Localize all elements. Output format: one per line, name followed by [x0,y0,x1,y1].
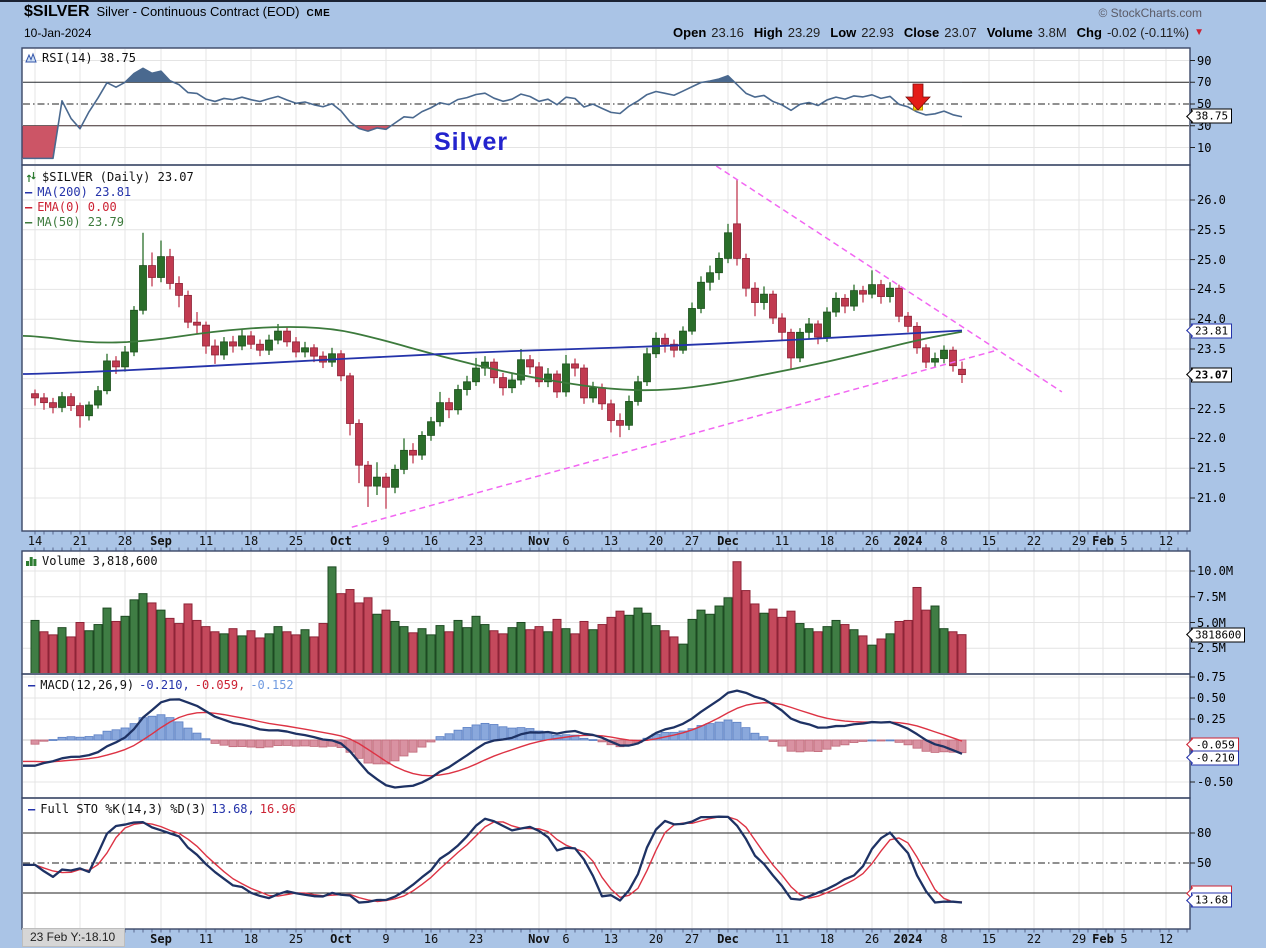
red-down-arrow-icon [905,83,931,111]
